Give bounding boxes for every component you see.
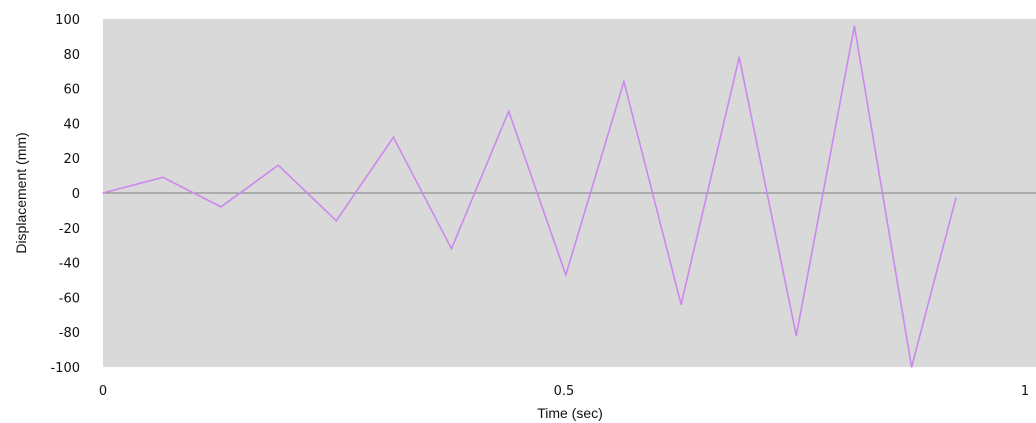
y-tick-label: -20 (59, 222, 80, 237)
data-point (507, 110, 510, 112)
data-point (680, 303, 682, 306)
data-point (795, 334, 798, 337)
series-line (102, 25, 957, 368)
data-point (565, 274, 567, 276)
data-point (102, 192, 104, 194)
y-tick-label: 40 (63, 117, 80, 132)
y-tick-label: 20 (63, 152, 80, 167)
data-point (955, 197, 957, 199)
data-point (623, 80, 625, 83)
x-tick-label: 0 (99, 384, 107, 399)
data-point (450, 247, 453, 250)
data-point (853, 25, 856, 27)
y-tick-label: -60 (59, 291, 80, 306)
y-tick-label: -100 (50, 361, 80, 376)
data-point (220, 206, 222, 208)
data-point (277, 164, 280, 166)
y-tick-labels: 100 80 60 40 20 0 -20 -40 -60 -80 -100 (50, 13, 80, 376)
y-tick-label: -40 (59, 257, 80, 272)
y-tick-label: 60 (63, 83, 80, 98)
data-point (162, 176, 164, 179)
y-axis-title: Displacement (mm) (13, 132, 29, 253)
series-points (102, 25, 957, 368)
data-point (335, 220, 338, 222)
x-axis-title: Time (sec) (537, 405, 603, 421)
x-tick-label: 1 (1021, 384, 1029, 399)
y-tick-label: 80 (63, 48, 80, 63)
data-point (910, 366, 913, 368)
y-tick-label: -80 (59, 326, 80, 341)
data-point (738, 56, 740, 59)
data-point (392, 136, 395, 139)
x-tick-label: 0.5 (554, 384, 575, 399)
y-tick-label: 0 (72, 187, 80, 202)
x-tick-labels: 0 0.5 1 (99, 384, 1029, 399)
y-tick-label: 100 (55, 13, 80, 28)
